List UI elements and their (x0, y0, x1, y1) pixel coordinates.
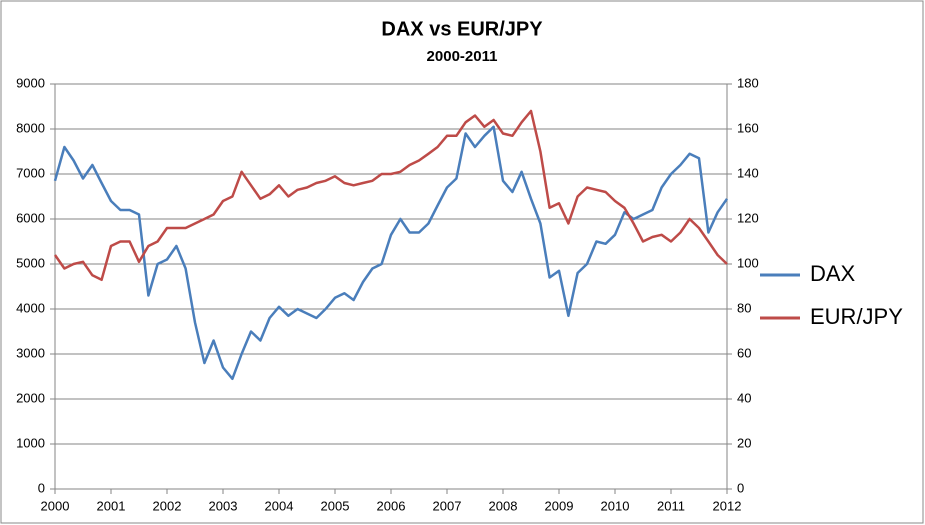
y2-tick-label: 180 (737, 75, 759, 90)
x-tick-label: 2000 (41, 498, 70, 513)
y-tick-label: 0 (38, 480, 45, 495)
chart-subtitle: 2000-2011 (427, 48, 498, 65)
y2-tick-label: 100 (737, 255, 759, 270)
x-tick-label: 2004 (265, 498, 294, 513)
y-tick-label: 7000 (16, 165, 45, 180)
y2-tick-label: 60 (737, 345, 751, 360)
legend-label: EUR/JPY (810, 304, 903, 329)
y-tick-label: 4000 (16, 300, 45, 315)
y2-tick-label: 0 (737, 480, 744, 495)
x-tick-label: 2001 (97, 498, 126, 513)
line-series (53, 109, 728, 282)
y2-tick-label: 140 (737, 165, 759, 180)
x-tick-label: 2002 (153, 498, 182, 513)
x-tick-label: 2007 (433, 498, 462, 513)
x-tick-label: 2011 (657, 498, 685, 513)
y2-tick-label: 120 (737, 210, 759, 225)
x-tick-label: 2012 (713, 498, 742, 513)
y-tick-label: 2000 (16, 390, 45, 405)
x-tick-label: 2006 (377, 498, 406, 513)
y-tick-label: 3000 (16, 345, 45, 360)
y2-tick-label: 80 (737, 300, 751, 315)
y2-tick-label: 20 (737, 435, 751, 450)
x-tick-label: 2009 (545, 498, 574, 513)
y-tick-label: 1000 (16, 435, 45, 450)
y2-tick-label: 40 (737, 390, 751, 405)
y-tick-label: 5000 (16, 255, 45, 270)
legend-label: DAX (810, 261, 856, 286)
y-tick-label: 9000 (16, 75, 45, 90)
y-tick-label: 8000 (16, 120, 45, 135)
chart-title: DAX vs EUR/JPY (381, 18, 543, 40)
x-tick-label: 2003 (209, 498, 238, 513)
y2-tick-label: 160 (737, 120, 759, 135)
y-tick-label: 6000 (16, 210, 45, 225)
x-tick-label: 2008 (489, 498, 518, 513)
x-tick-label: 2010 (601, 498, 630, 513)
line-series (53, 125, 729, 381)
x-tick-label: 2005 (321, 498, 350, 513)
